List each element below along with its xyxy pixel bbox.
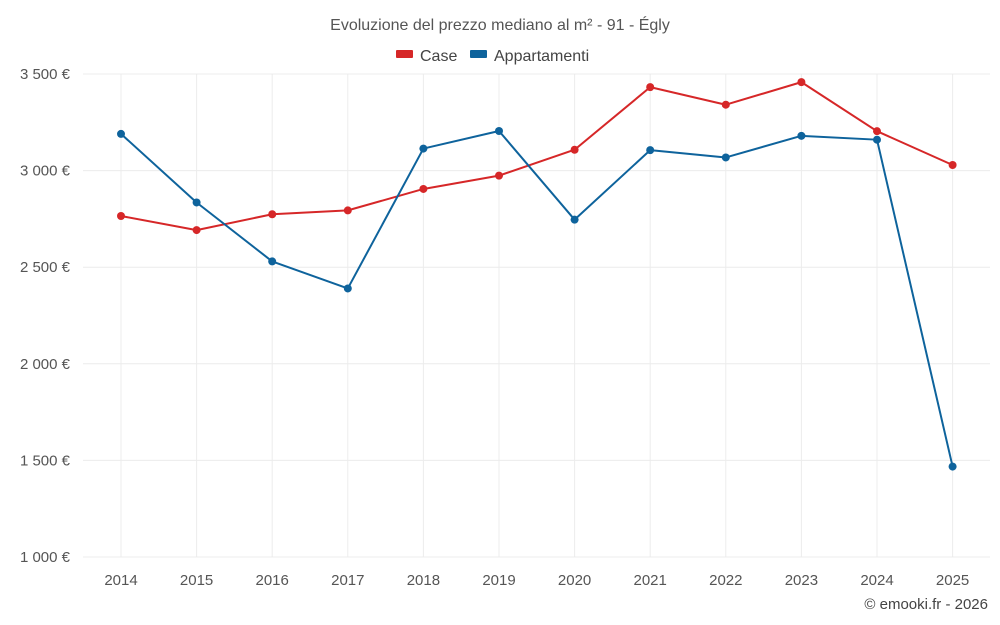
y-tick-label: 3 500 € — [20, 66, 71, 83]
x-tick-label: 2015 — [180, 572, 213, 589]
data-point-case[interactable] — [343, 206, 352, 215]
y-tick-label: 2 000 € — [20, 356, 71, 373]
x-tick-label: 2021 — [634, 572, 667, 589]
data-point-appartamenti[interactable] — [797, 131, 806, 140]
x-tick-label: 2018 — [407, 572, 440, 589]
data-point-case[interactable] — [495, 171, 503, 180]
data-point-appartamenti[interactable] — [419, 144, 428, 153]
x-tick-label: 2022 — [709, 572, 742, 589]
data-point-case[interactable] — [117, 212, 125, 221]
data-point-case[interactable] — [570, 145, 579, 154]
y-tick-label: 1 500 € — [20, 452, 71, 469]
y-tick-label: 2 500 € — [20, 259, 71, 276]
x-tick-label: 2019 — [482, 572, 515, 589]
data-point-appartamenti[interactable] — [192, 198, 201, 207]
data-point-appartamenti[interactable] — [646, 146, 655, 155]
x-tick-label: 2023 — [785, 572, 818, 589]
data-point-appartamenti[interactable] — [268, 257, 277, 266]
data-point-case[interactable] — [419, 184, 428, 193]
data-point-appartamenti[interactable] — [570, 215, 579, 224]
data-point-appartamenti[interactable] — [117, 129, 125, 138]
legend: Case Appartamenti — [396, 48, 589, 65]
chart-title: Evoluzione del prezzo mediano al m² - 91… — [330, 15, 670, 34]
x-tick-label: 2014 — [104, 572, 137, 589]
y-tick-label: 1 000 € — [20, 549, 71, 566]
data-point-case[interactable] — [192, 226, 201, 235]
legend-swatch-case — [396, 50, 413, 58]
credit-text: © emooki.fr - 2026 — [864, 596, 988, 613]
x-tick-label: 2024 — [860, 572, 893, 589]
series-line-appartamenti — [120, 129, 954, 467]
legend-label-case: Case — [420, 48, 457, 65]
series-line-case — [120, 81, 954, 232]
legend-item-case[interactable]: Case — [396, 48, 457, 65]
legend-item-appartamenti[interactable]: Appartamenti — [470, 48, 589, 65]
data-point-appartamenti[interactable] — [343, 284, 352, 293]
data-point-case[interactable] — [646, 83, 655, 92]
x-tick-label: 2017 — [331, 572, 364, 589]
x-tick-label: 2025 — [936, 572, 969, 589]
data-point-appartamenti[interactable] — [873, 135, 881, 144]
legend-swatch-appartamenti — [470, 50, 487, 58]
legend-label-appartamenti: Appartamenti — [494, 48, 589, 65]
data-point-case[interactable] — [873, 127, 881, 136]
data-point-case[interactable] — [721, 100, 730, 109]
y-tick-label: 3 000 € — [20, 163, 71, 180]
axis-layer: 1 000 € 1 500 € 2 000 € 2 500 € 3 000 € 3 500… — [20, 66, 969, 589]
data-point-case[interactable] — [268, 210, 277, 219]
data-point-appartamenti[interactable] — [495, 126, 503, 135]
x-tick-label: 2016 — [256, 572, 289, 589]
x-tick-label: 2020 — [558, 572, 591, 589]
grid-layer — [83, 73, 990, 558]
data-point-appartamenti[interactable] — [721, 153, 730, 162]
series-layer — [117, 78, 957, 471]
data-point-case[interactable] — [948, 160, 957, 169]
data-point-case[interactable] — [797, 78, 806, 87]
data-point-appartamenti[interactable] — [948, 462, 957, 471]
